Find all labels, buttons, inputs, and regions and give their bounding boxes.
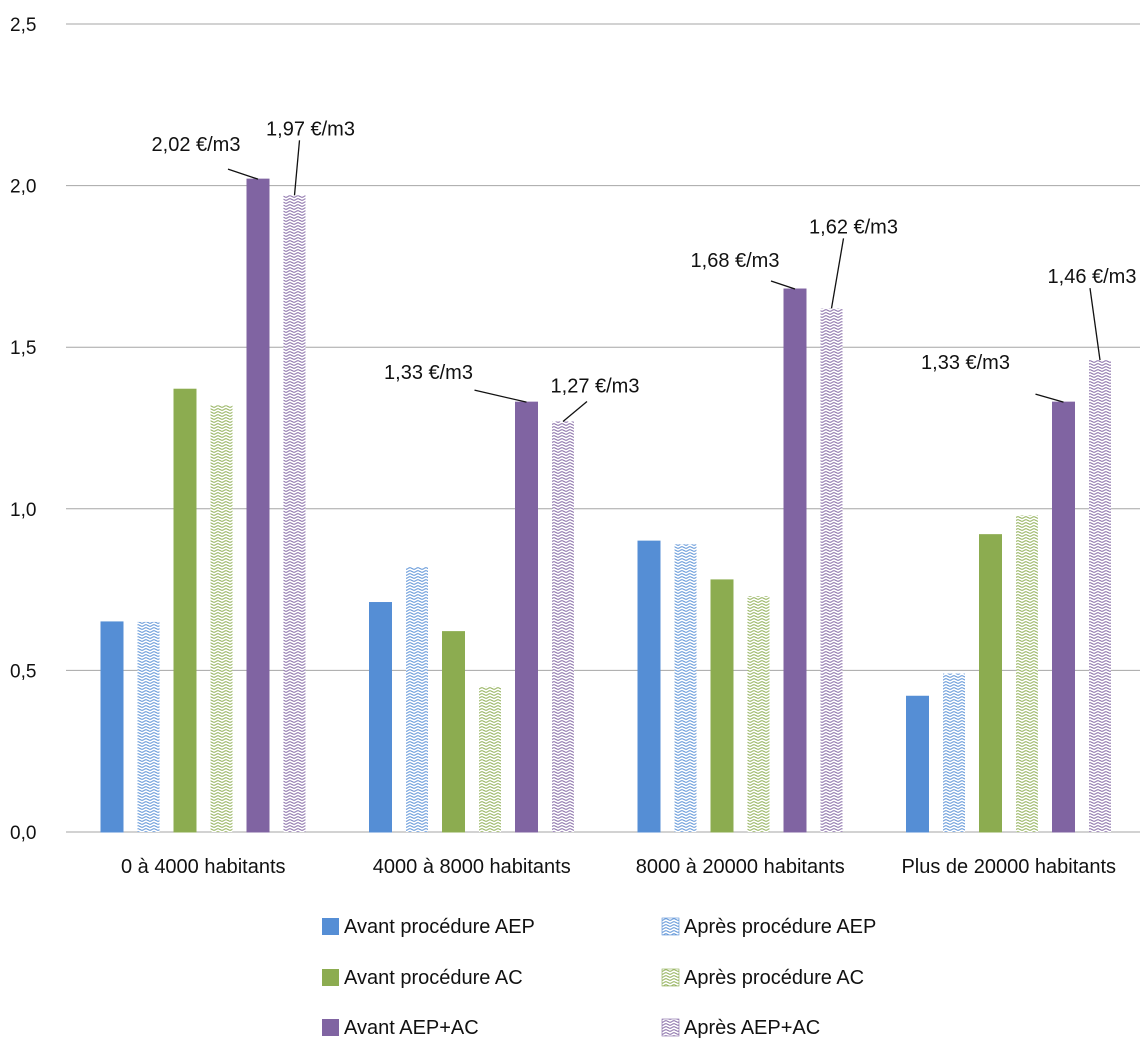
x-tick-label: 4000 à 8000 habitants <box>373 856 571 878</box>
bar <box>552 421 574 832</box>
y-tick-label: 2,5 <box>10 15 36 36</box>
bar <box>943 673 965 832</box>
legend-swatch <box>322 1019 339 1036</box>
data-label: 1,97 €/m3 <box>266 118 355 140</box>
legend-label: Avant procédure AC <box>344 967 523 989</box>
bar <box>674 544 697 832</box>
leader-line <box>474 389 527 403</box>
data-labels: 2,02 €/m3 1,97 €/m3 1,33 €/m3 1,27 €/m3 1,68… <box>152 118 1137 423</box>
bar <box>246 178 270 833</box>
data-label: 1,33 €/m3 <box>384 362 473 384</box>
data-label: 1,27 €/m3 <box>551 376 640 398</box>
x-axis: 0 à 4000 habitants 4000 à 8000 habitants 8… <box>121 856 1116 878</box>
legend-swatch <box>661 1018 680 1037</box>
y-tick-label: 0,5 <box>10 661 36 682</box>
legend-swatch <box>322 969 339 986</box>
y-tick-label: 1,5 <box>10 338 36 359</box>
bars <box>100 178 1111 833</box>
bar <box>783 288 807 833</box>
bar <box>515 401 538 833</box>
bar <box>820 308 843 832</box>
bar <box>369 602 392 833</box>
legend-swatch <box>661 968 680 987</box>
bar <box>1089 360 1111 832</box>
data-label: 1,46 €/m3 <box>1048 266 1137 288</box>
leader-line <box>830 238 845 309</box>
y-tick-label: 1,0 <box>10 500 36 521</box>
bar <box>173 388 197 833</box>
data-label: 2,02 €/m3 <box>152 134 241 156</box>
legend-swatch <box>661 917 680 936</box>
bar <box>479 686 501 832</box>
bar <box>406 566 428 832</box>
data-label: 1,62 €/m3 <box>809 216 898 238</box>
bar <box>210 405 233 832</box>
y-axis: 0,0 0,5 1,0 1,5 2,0 2,5 <box>10 15 36 844</box>
bar <box>747 596 770 832</box>
bar <box>100 621 124 833</box>
legend-label: Avant procédure AEP <box>344 916 535 938</box>
leader-line <box>1089 288 1101 361</box>
leader-line <box>562 401 588 423</box>
data-label: 1,33 €/m3 <box>921 352 1010 374</box>
leader-line <box>1035 393 1064 403</box>
bar <box>283 195 306 832</box>
y-tick-label: 0,0 <box>10 823 36 844</box>
legend-label: Après procédure AEP <box>684 916 876 938</box>
legend-label: Avant AEP+AC <box>344 1017 479 1039</box>
x-tick-label: Plus de 20000 habitants <box>901 856 1116 878</box>
leader-line <box>227 168 259 180</box>
x-tick-label: 0 à 4000 habitants <box>121 856 286 878</box>
data-label: 1,68 €/m3 <box>691 250 780 272</box>
bar <box>637 540 661 833</box>
bar <box>979 534 1002 833</box>
x-tick-label: 8000 à 20000 habitants <box>636 856 845 878</box>
bar <box>1016 515 1038 832</box>
leader-line <box>770 280 796 290</box>
bar <box>710 579 734 833</box>
bar <box>1052 401 1075 833</box>
legend-label: Après AEP+AC <box>684 1017 820 1039</box>
legend-label: Après procédure AC <box>684 967 864 989</box>
bar <box>906 695 929 833</box>
leader-line <box>293 140 301 196</box>
bar <box>442 631 465 833</box>
bar <box>137 621 160 832</box>
legend: Avant procédure AEP Après procédure AEP Av… <box>322 916 876 1039</box>
legend-swatch <box>322 918 339 935</box>
y-tick-label: 2,0 <box>10 177 36 198</box>
